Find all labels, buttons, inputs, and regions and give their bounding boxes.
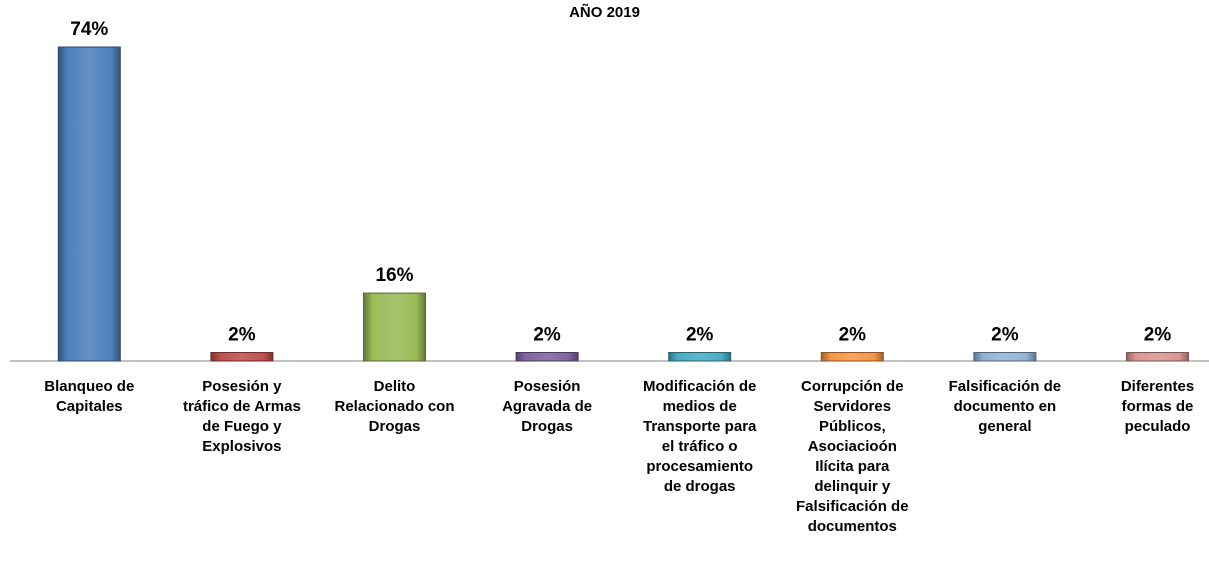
category-label-1: Blanqueo de Capitales [44,378,135,415]
data-label-1: 74% [70,19,108,40]
category-label-4: Posesión Agravada de Drogas [502,378,593,435]
category-label-6: Corrupción de Servidores Públicos, Asoci… [796,378,909,535]
bar-8 [1126,352,1189,362]
category-label-5: Modificación de medios de Transporte par… [643,378,757,495]
bar-2 [210,352,274,362]
data-label-6: 2% [839,325,867,346]
bar-3 [363,292,426,362]
bar-7 [973,352,1037,362]
bar-4 [515,352,579,362]
data-label-8: 2% [1144,325,1172,346]
data-label-7: 2% [991,325,1019,346]
data-label-3: 16% [375,265,413,286]
category-label-2: Posesión y tráfico de Armas de Fuego y E… [182,378,301,455]
bar-1 [57,46,121,362]
bar-5 [668,352,732,362]
data-label-5: 2% [686,325,714,346]
bar-6 [820,352,884,362]
category-label-3: Delito Relacionado con Drogas [334,378,455,435]
data-label-4: 2% [533,325,561,346]
data-label-2: 2% [228,325,256,346]
category-label-7: Falsificación de documento en general [948,378,1062,435]
chart-title: AÑO 2019 [569,4,640,21]
category-label-8: Diferentes formas de peculado [1120,378,1195,435]
